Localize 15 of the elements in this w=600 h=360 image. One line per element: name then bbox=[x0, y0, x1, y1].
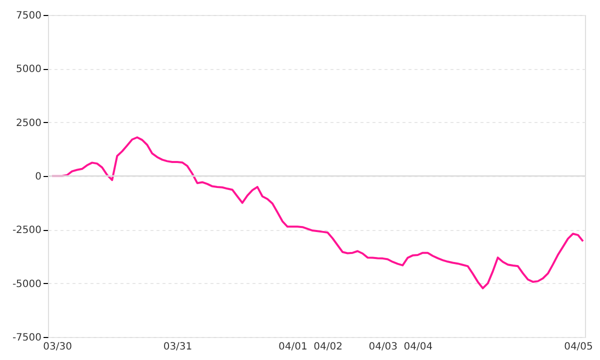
x-tick-label: 04/01 bbox=[278, 342, 308, 352]
x-tick-label: 03/31 bbox=[163, 342, 192, 352]
x-tick-label: 03/30 bbox=[43, 342, 72, 352]
line-series bbox=[51, 136, 584, 290]
y-tick-label: 2500 bbox=[16, 118, 42, 129]
y-tick-label: -5000 bbox=[12, 278, 42, 290]
y-tick-label: 5000 bbox=[16, 64, 42, 76]
y-tick-label: -2500 bbox=[12, 225, 42, 236]
x-tick-label: 04/03 bbox=[368, 342, 398, 352]
y-tick-label: 7500 bbox=[16, 10, 42, 22]
x-tick-label: 04/02 bbox=[314, 342, 342, 352]
y-tick-label: -7500 bbox=[12, 332, 42, 344]
x-tick-label: 04/05 bbox=[564, 342, 593, 352]
y-tick-label: 0 bbox=[35, 172, 42, 182]
x-tick-label: 04/04 bbox=[404, 342, 433, 352]
